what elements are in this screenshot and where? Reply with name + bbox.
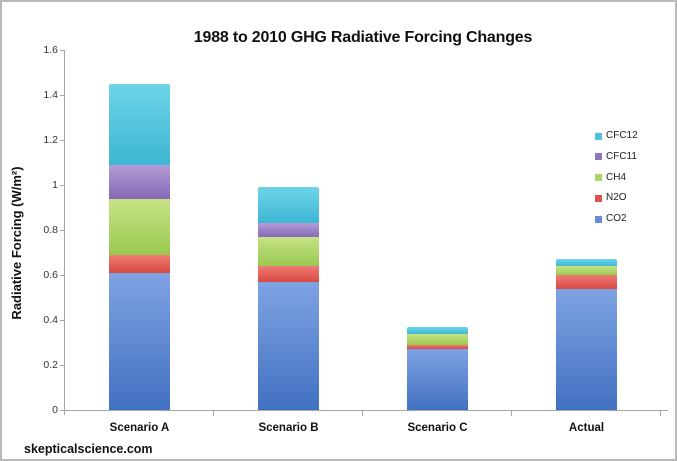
- y-tick: [60, 50, 64, 51]
- bar-scenario-c-segment-cfc12: [407, 326, 468, 334]
- legend-swatch-ch4: [595, 174, 602, 182]
- legend-item-ch4: CH4: [595, 171, 626, 185]
- bar-scenario-a-segment-ch4: [109, 198, 170, 255]
- x-axis: [64, 410, 668, 411]
- bar-scenario-a-segment-co2: [109, 272, 170, 410]
- watermark: skepticalscience.com: [24, 442, 153, 456]
- legend-item-cfc11: CFC11: [595, 150, 637, 164]
- legend-label: CFC11: [606, 150, 637, 162]
- y-tick: [60, 140, 64, 141]
- y-tick: [60, 320, 64, 321]
- bar-scenario-c-segment-n2o: [407, 344, 468, 350]
- legend-label: N2O: [606, 192, 627, 204]
- bar-scenario-b-segment-cfc11: [258, 223, 319, 237]
- x-tick: [362, 410, 363, 416]
- y-tick: [60, 230, 64, 231]
- legend-label: CH4: [606, 171, 627, 183]
- bar-scenario-a-segment-n2o: [109, 254, 170, 273]
- legend-swatch-n2o: [595, 194, 602, 202]
- x-tick: [213, 410, 214, 416]
- legend-swatch-cfc11: [595, 153, 602, 161]
- category-label-scenario-c: Scenario C: [407, 422, 468, 434]
- y-tick: [60, 365, 64, 366]
- bar-scenario-c-segment-ch4: [407, 333, 468, 345]
- y-tick-label: 0.4: [43, 314, 58, 326]
- category-label-scenario-b: Scenario B: [258, 422, 319, 434]
- y-tick-label: 1.6: [43, 44, 58, 56]
- y-tick-label: 0: [52, 404, 58, 416]
- legend-swatch-cfc12: [595, 132, 602, 140]
- y-tick-label: 0.6: [43, 269, 58, 281]
- legend-item-n2o: N2O: [595, 191, 627, 205]
- bar-scenario-b-segment-n2o: [258, 266, 319, 282]
- bar-scenario-c-segment-co2: [407, 349, 468, 410]
- y-tick-label: 1: [52, 179, 58, 191]
- y-axis-title: Radiative Forcing (W/m²): [9, 166, 24, 320]
- bar-actual-segment-co2: [556, 288, 617, 410]
- y-tick-label: 1.4: [43, 89, 58, 101]
- y-tick-label: 0.2: [43, 359, 58, 371]
- chart-title: 1988 to 2010 GHG Radiative Forcing Chang…: [193, 29, 533, 46]
- bar-scenario-a-segment-cfc12: [109, 83, 170, 165]
- legend-item-cfc12: CFC12: [595, 129, 638, 143]
- legend-item-co2: CO2: [595, 212, 627, 226]
- y-tick: [60, 95, 64, 96]
- bar-scenario-b-segment-co2: [258, 281, 319, 410]
- bar-actual-segment-ch4: [556, 266, 617, 275]
- bar-actual-segment-n2o: [556, 275, 617, 289]
- x-tick: [511, 410, 512, 416]
- category-label-actual: Actual: [568, 422, 605, 434]
- legend-label: CFC12: [606, 130, 638, 141]
- bar-scenario-a-segment-cfc11: [109, 164, 170, 199]
- y-tick: [60, 410, 64, 411]
- legend-label: CO2: [606, 213, 627, 225]
- legend-swatch-co2: [595, 215, 602, 223]
- y-tick-label: 0.8: [43, 224, 58, 236]
- bar-scenario-b-segment-cfc12: [258, 187, 319, 224]
- y-tick-label: 1.2: [43, 134, 58, 146]
- y-tick: [60, 275, 64, 276]
- category-label-scenario-a: Scenario A: [109, 422, 170, 434]
- y-axis: [64, 50, 65, 415]
- x-tick: [660, 410, 661, 416]
- bar-actual-segment-cfc12: [556, 259, 617, 266]
- bar-scenario-b-segment-ch4: [258, 236, 319, 266]
- y-tick: [60, 185, 64, 186]
